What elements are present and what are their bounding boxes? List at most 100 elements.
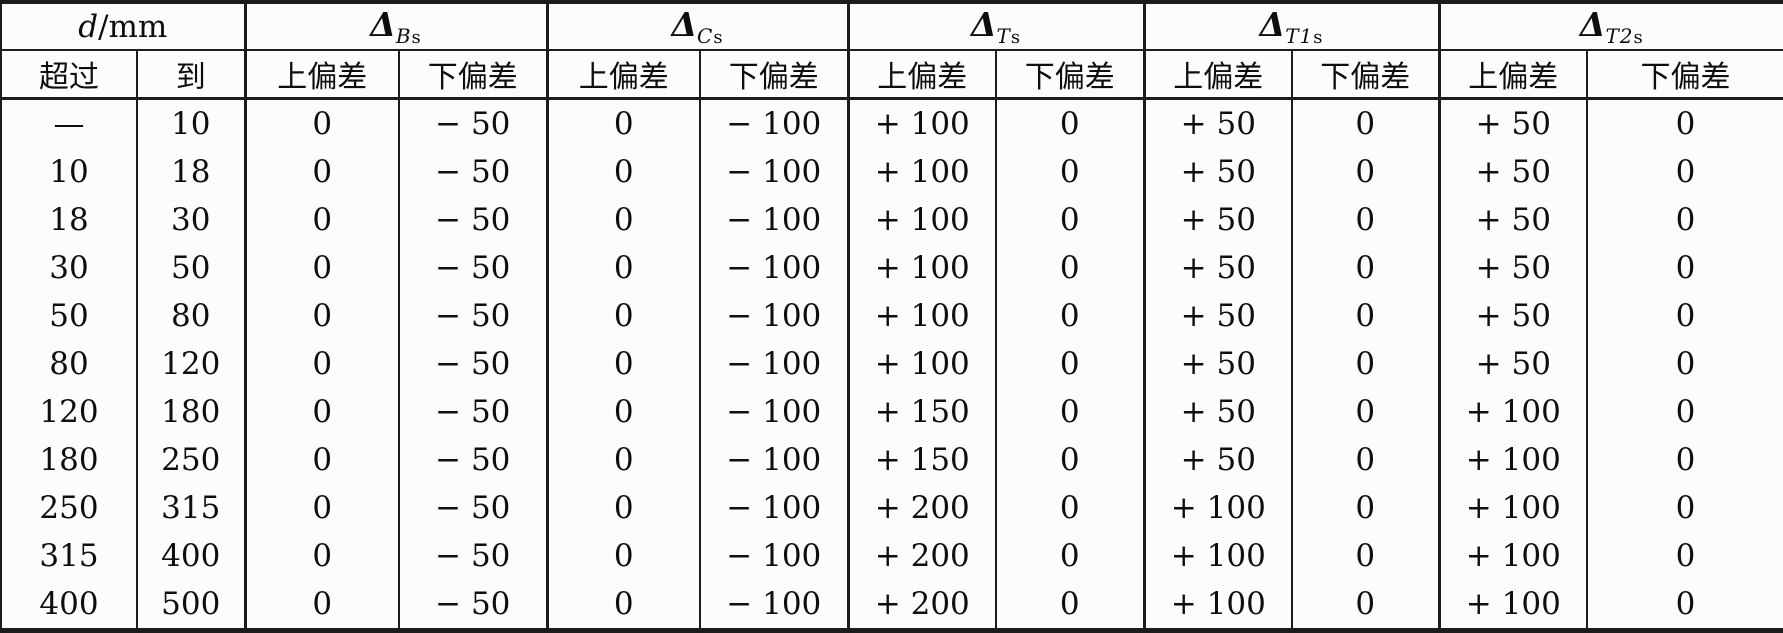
cell-deviation: 0 <box>1291 340 1440 388</box>
cell-deviation: − 50 <box>398 580 548 631</box>
cell-deviation: 0 <box>545 292 701 340</box>
d-symbol: d <box>78 8 99 45</box>
col-header-upper-dev: 上偏差 <box>1142 50 1293 100</box>
delta-subscript: T1s <box>1285 24 1324 48</box>
col-header-lower-dev: 下偏差 <box>398 50 548 100</box>
delta-subscript: Bs <box>395 24 422 48</box>
cell-over: 10 <box>49 154 89 190</box>
cell-deviation: 0 <box>1291 196 1440 244</box>
cell-deviation: + 50 <box>1142 388 1293 436</box>
cell-deviation: + 200 <box>846 580 997 631</box>
cell-to: 18 <box>135 148 246 196</box>
group-header-row: d/mm ΔBs ΔCs ΔTs ΔT1s ΔT2s <box>1 2 1783 51</box>
delta-subscript: Cs <box>697 24 724 48</box>
cell-deviation: − 50 <box>398 340 548 388</box>
col-header-lower-dev: 下偏差 <box>1586 50 1783 100</box>
table-row: 30 50 0− 50 0− 100 + 100 0 + 50 0 + 50 0 <box>1 244 1783 292</box>
cell-deviation: 0 <box>1291 484 1440 532</box>
d-mm-header: d/mm <box>1 2 246 51</box>
cell-deviation: 0 <box>995 148 1145 196</box>
cell-deviation: − 100 <box>699 292 849 340</box>
table-row: —10 0− 50 0− 100 + 100 0 + 50 0 + 50 0 <box>1 98 1783 148</box>
cell-deviation: − 100 <box>699 196 849 244</box>
cell-deviation: 0 <box>545 580 701 631</box>
cell-deviation: + 100 <box>1437 388 1588 436</box>
cell-deviation: 0 <box>243 292 400 340</box>
cell-deviation: + 100 <box>846 340 997 388</box>
cell-deviation: 0 <box>545 388 701 436</box>
delta-subscript: Ts <box>996 24 1022 48</box>
cell-deviation: 0 <box>545 98 701 148</box>
cell-over: 400 <box>39 586 99 622</box>
col-header-lower-dev: 下偏差 <box>995 50 1145 100</box>
delta-t2s-header: ΔT2s <box>1437 2 1783 51</box>
cell-to: 120 <box>135 340 246 388</box>
col-header-upper-dev: 上偏差 <box>1437 50 1588 100</box>
delta-cs-header: ΔCs <box>545 2 849 51</box>
cell-deviation: + 100 <box>846 196 997 244</box>
cell-deviation: 0 <box>243 580 400 631</box>
cell-deviation: 0 <box>243 148 400 196</box>
cell-deviation: 0 <box>1291 436 1440 484</box>
cell-deviation: 0 <box>1291 148 1440 196</box>
cell-deviation: 0 <box>1586 388 1783 436</box>
cell-over: 250 <box>39 490 99 526</box>
cell-deviation: + 100 <box>1437 484 1588 532</box>
cell-deviation: + 50 <box>1437 196 1588 244</box>
cell-deviation: 0 <box>1291 244 1440 292</box>
cell-deviation: 0 <box>1291 580 1440 631</box>
cell-deviation: + 50 <box>1437 148 1588 196</box>
cell-deviation: + 100 <box>1437 532 1588 580</box>
cell-deviation: − 100 <box>699 436 849 484</box>
cell-to: 50 <box>135 244 246 292</box>
delta-bs-header: ΔBs <box>243 2 548 51</box>
cell-deviation: − 50 <box>398 532 548 580</box>
cell-over: 80 <box>49 346 89 382</box>
cell-deviation: 0 <box>1291 98 1440 148</box>
cell-deviation: 0 <box>243 340 400 388</box>
table-row: 18 30 0− 50 0− 100 + 100 0 + 50 0 + 50 0 <box>1 196 1783 244</box>
cell-deviation: 0 <box>243 196 400 244</box>
cell-deviation: 0 <box>1586 244 1783 292</box>
cell-deviation: 0 <box>243 484 400 532</box>
cell-deviation: + 50 <box>1437 340 1588 388</box>
table-body: —10 0− 50 0− 100 + 100 0 + 50 0 + 50 0 10 18 0− 50 0… <box>1 98 1783 631</box>
cell-to: 180 <box>135 388 246 436</box>
cell-deviation: 0 <box>1586 532 1783 580</box>
cell-to: 80 <box>135 292 246 340</box>
cell-deviation: 0 <box>1291 388 1440 436</box>
cell-deviation: 0 <box>995 436 1145 484</box>
cell-deviation: + 100 <box>846 148 997 196</box>
cell-deviation: − 100 <box>699 340 849 388</box>
cell-deviation: 0 <box>1586 196 1783 244</box>
table-row: 315 400 0− 50 0− 100 + 200 0 + 100 0 + 100 0 <box>1 532 1783 580</box>
cell-deviation: − 50 <box>398 436 548 484</box>
delta-symbol: Δ <box>1259 5 1286 44</box>
cell-deviation: + 200 <box>846 484 997 532</box>
cell-over: 120 <box>39 394 99 430</box>
col-header-lower-dev: 下偏差 <box>1291 50 1440 100</box>
cell-deviation: 0 <box>1586 580 1783 631</box>
col-header-upper-dev: 上偏差 <box>545 50 701 100</box>
cell-deviation: 0 <box>545 244 701 292</box>
cell-deviation: − 100 <box>699 244 849 292</box>
cell-deviation: 0 <box>1291 532 1440 580</box>
delta-symbol: Δ <box>370 5 396 44</box>
cell-deviation: 0 <box>545 532 701 580</box>
cell-over: 50 <box>49 298 89 334</box>
cell-deviation: − 100 <box>699 532 849 580</box>
cell-deviation: 0 <box>1586 292 1783 340</box>
cell-deviation: + 50 <box>1142 98 1293 148</box>
cell-deviation: − 50 <box>398 148 548 196</box>
cell-deviation: − 100 <box>699 580 849 631</box>
cell-to: 30 <box>135 196 246 244</box>
cell-deviation: + 150 <box>846 388 997 436</box>
cell-over: 180 <box>39 442 99 478</box>
cell-deviation: + 50 <box>1142 244 1293 292</box>
table-row: 80 120 0− 50 0− 100 + 100 0 + 50 0 + 50 0 <box>1 340 1783 388</box>
table-row: 400 500 0− 50 0− 100 + 200 0 + 100 0 + 100 0 <box>1 580 1783 631</box>
cell-deviation: 0 <box>545 484 701 532</box>
cell-deviation: + 50 <box>1142 148 1293 196</box>
sub-header-row: 超过 到 上偏差 下偏差 上偏差 下偏差 上偏差 下偏差 上偏差 下偏差 上偏差… <box>1 50 1783 100</box>
